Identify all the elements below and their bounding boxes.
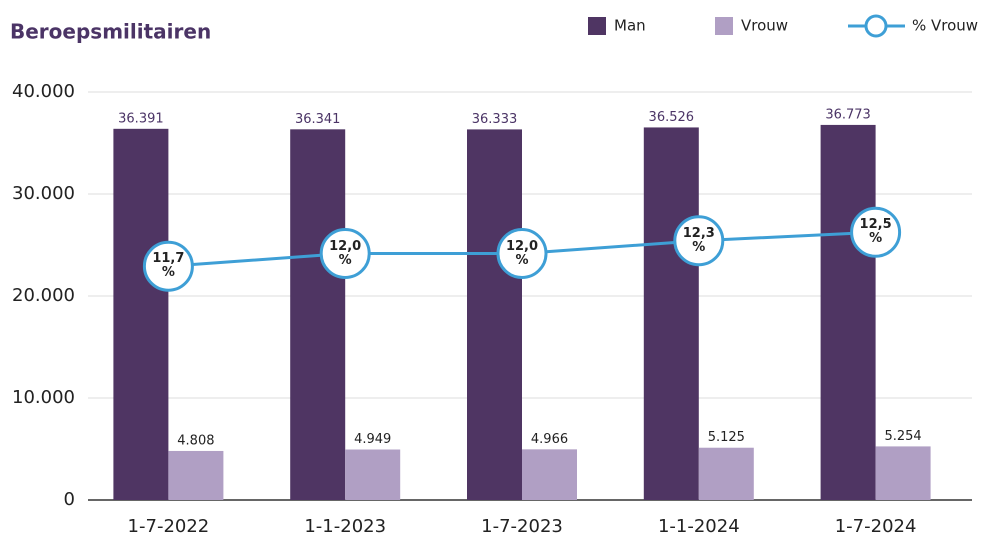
- legend-swatch: [715, 17, 733, 35]
- line-marker: [496, 228, 548, 279]
- legend-swatch: [588, 17, 606, 35]
- bar: [698, 447, 754, 500]
- data-label: 12,0 %: [505, 238, 539, 268]
- data-label: 11,7 %: [152, 251, 185, 281]
- data-label: 12,3 %: [682, 225, 715, 255]
- data-label: 36.333: [472, 112, 518, 127]
- data-label: 36.391: [118, 111, 164, 126]
- x-tick-label: 1-7-2024: [835, 516, 917, 537]
- data-label: 4.808: [177, 433, 214, 448]
- y-tick-label: 0: [64, 489, 75, 510]
- data-label: 36.526: [649, 110, 695, 125]
- bar: [820, 124, 876, 500]
- data-label: 36.773: [825, 107, 871, 122]
- legend-marker: [864, 14, 888, 38]
- data-label: 4.949: [354, 432, 391, 447]
- chart-title: Beroepsmilitairen: [10, 20, 211, 44]
- bar: [875, 446, 931, 500]
- data-label: 5.254: [884, 429, 921, 444]
- x-tick-label: 1-1-2024: [658, 516, 740, 537]
- y-tick-label: 20.000: [12, 285, 75, 306]
- x-tick-label: 1-1-2023: [304, 516, 386, 537]
- legend-label: Man: [614, 17, 646, 35]
- x-tick-label: 1-7-2023: [481, 516, 563, 537]
- y-tick-label: 30.000: [12, 183, 75, 204]
- data-label: 12,0 %: [329, 238, 362, 268]
- legend-label: % Vrouw: [912, 17, 978, 35]
- legend-label: Vrouw: [741, 17, 788, 35]
- bar: [168, 450, 224, 500]
- data-label: 12,5 %: [859, 217, 892, 247]
- data-label: 36.341: [295, 112, 341, 127]
- bar: [290, 129, 346, 501]
- bar: [345, 449, 401, 500]
- x-tick-label: 1-7-2022: [128, 516, 210, 537]
- bar: [467, 129, 522, 501]
- line-marker: [142, 240, 194, 292]
- line-marker: [850, 206, 902, 258]
- bar: [643, 127, 699, 500]
- bar: [522, 449, 577, 500]
- y-tick-label: 40.000: [12, 81, 75, 102]
- line-marker: [673, 215, 725, 267]
- data-label: 4.966: [531, 432, 568, 447]
- bar: [113, 128, 169, 500]
- y-tick-label: 10.000: [12, 387, 75, 408]
- line-marker: [319, 228, 371, 279]
- data-label: 5.125: [708, 430, 745, 445]
